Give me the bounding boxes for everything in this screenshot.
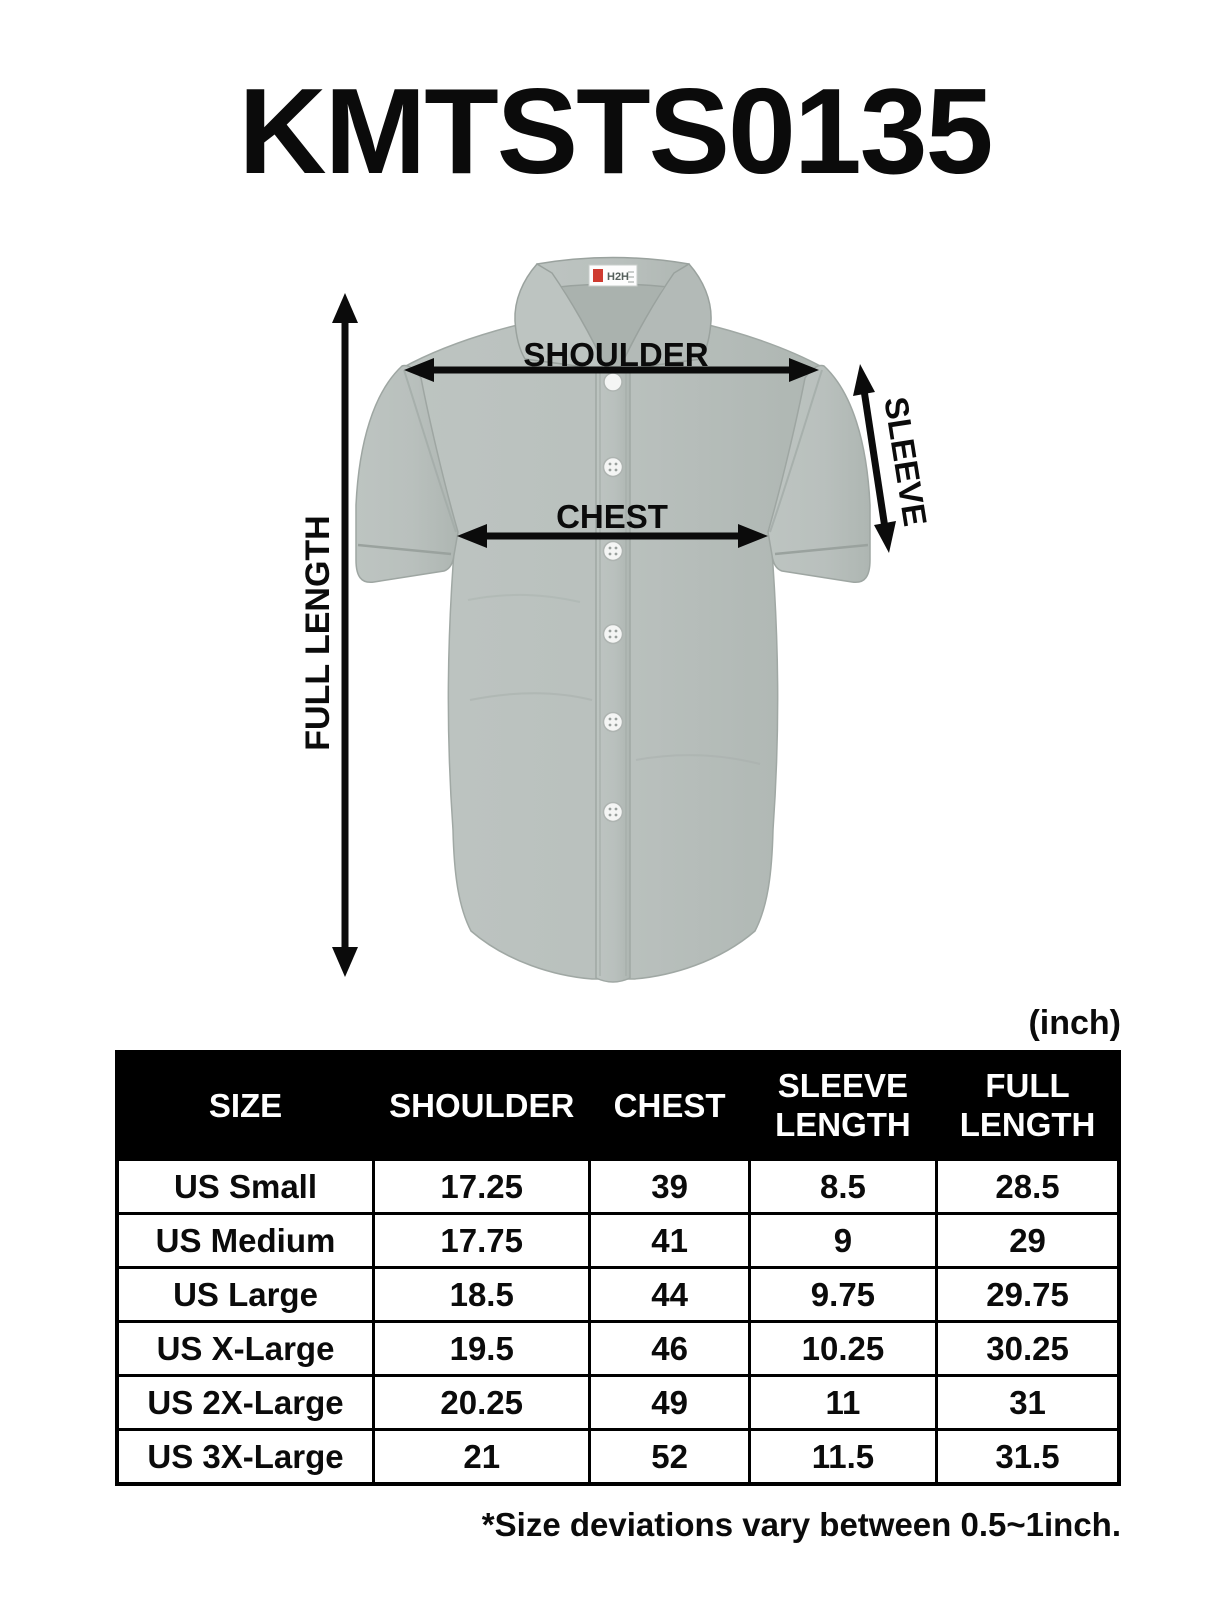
shoulder-cell: 21 [371,1428,592,1486]
full-length-label: FULL LENGTH [299,515,337,750]
product-code-title: KMTSTS0135 [238,63,994,199]
chest-cell: 52 [588,1428,751,1486]
chest-cell: 39 [588,1158,751,1215]
full-length-cell: 29 [935,1212,1121,1269]
table-row-us-x-large: US X-Large 19.5 46 10.25 30.25 [115,1320,1121,1377]
size-cell: US Medium [115,1212,375,1269]
column-header-chest: CHEST [588,1050,751,1161]
shoulder-cell: 20.25 [371,1374,592,1431]
table-row-us-small: US Small 17.25 39 8.5 28.5 [115,1158,1121,1215]
right-cuff-seam [774,543,869,556]
shirt-button [603,372,623,392]
shirt-right-sleeve [767,364,871,584]
shirt-button [602,711,624,733]
chest-label: CHEST [556,498,668,535]
shirt-illustration: H2H [355,256,871,983]
shirt-button [602,456,624,478]
fabric-crease [467,593,581,603]
chest-cell: 44 [588,1266,751,1323]
sleeve-dimension-arrow [853,364,896,553]
table-row-us-large: US Large 18.5 44 9.75 29.75 [115,1266,1121,1323]
table-row-us-2x-large: US 2X-Large 20.25 49 11 31 [115,1374,1121,1431]
shirt-button [602,801,624,823]
shoulder-label: SHOULDER [523,336,708,373]
size-table-header-row: SIZE SHOULDER CHEST SLEEVE LENGTH FULL L… [115,1050,1121,1161]
sleeve-length-cell: 9.75 [747,1266,939,1323]
column-header-size: SIZE [115,1050,375,1161]
button-holes [608,462,618,817]
chest-cell: 46 [588,1320,751,1377]
column-header-shoulder: SHOULDER [371,1050,592,1161]
chest-cell: 49 [588,1374,751,1431]
brand-tag-text: H2H [607,271,629,283]
full-length-dimension-arrow [332,293,358,977]
sleeve-length-cell: 8.5 [747,1158,939,1215]
chest-cell: 41 [588,1212,751,1269]
column-header-sleeve-length: SLEEVE LENGTH [747,1050,939,1161]
left-armhole-seam [403,369,457,533]
unit-label: (inch) [1028,1004,1121,1042]
shirt-button [602,540,624,562]
shoulder-cell: 17.75 [371,1212,592,1269]
shoulder-cell: 19.5 [371,1320,592,1377]
collar-left-leaf [514,263,609,371]
right-armhole-seam [769,369,823,533]
chest-dimension-arrow [457,524,768,548]
full-length-cell: 29.75 [935,1266,1121,1323]
size-table: SIZE SHOULDER CHEST SLEEVE LENGTH FULL L… [115,1050,1121,1486]
size-cell: US Large [115,1266,375,1323]
size-cell: US 3X-Large [115,1428,375,1486]
shirt-measurement-diagram: H2H [299,256,934,983]
collar-right-leaf [617,263,712,371]
brand-tag: H2H [588,264,638,287]
sleeve-length-cell: 11.5 [747,1428,939,1486]
shirt-button [602,623,624,645]
table-row-us-medium: US Medium 17.75 41 9 29 [115,1212,1121,1269]
sleeve-length-cell: 9 [747,1212,939,1269]
left-cuff-seam [357,543,452,556]
neck-interior [552,265,674,370]
sleeve-label: SLEEVE [877,394,934,528]
sleeve-length-cell: 10.25 [747,1320,939,1377]
size-deviation-footnote: *Size deviations vary between 0.5~1inch. [481,1506,1121,1543]
column-header-full-length: FULL LENGTH [935,1050,1121,1161]
shoulder-cell: 18.5 [371,1266,592,1323]
full-length-cell: 30.25 [935,1320,1121,1377]
shoulder-cell: 17.25 [371,1158,592,1215]
size-cell: US Small [115,1158,375,1215]
fabric-crease [469,692,593,701]
shirt-left-sleeve [355,364,459,584]
fabric-crease [635,754,761,765]
full-length-cell: 31 [935,1374,1121,1431]
size-cell: US 2X-Large [115,1374,375,1431]
button-placket [595,367,631,983]
table-row-us-3x-large: US 3X-Large 21 52 11.5 31.5 [115,1428,1121,1486]
sleeve-length-cell: 11 [747,1374,939,1431]
full-length-cell: 28.5 [935,1158,1121,1215]
brand-logo-icon [593,269,603,282]
full-length-cell: 31.5 [935,1428,1121,1486]
size-cell: US X-Large [115,1320,375,1377]
shoulder-dimension-arrow [404,358,819,382]
